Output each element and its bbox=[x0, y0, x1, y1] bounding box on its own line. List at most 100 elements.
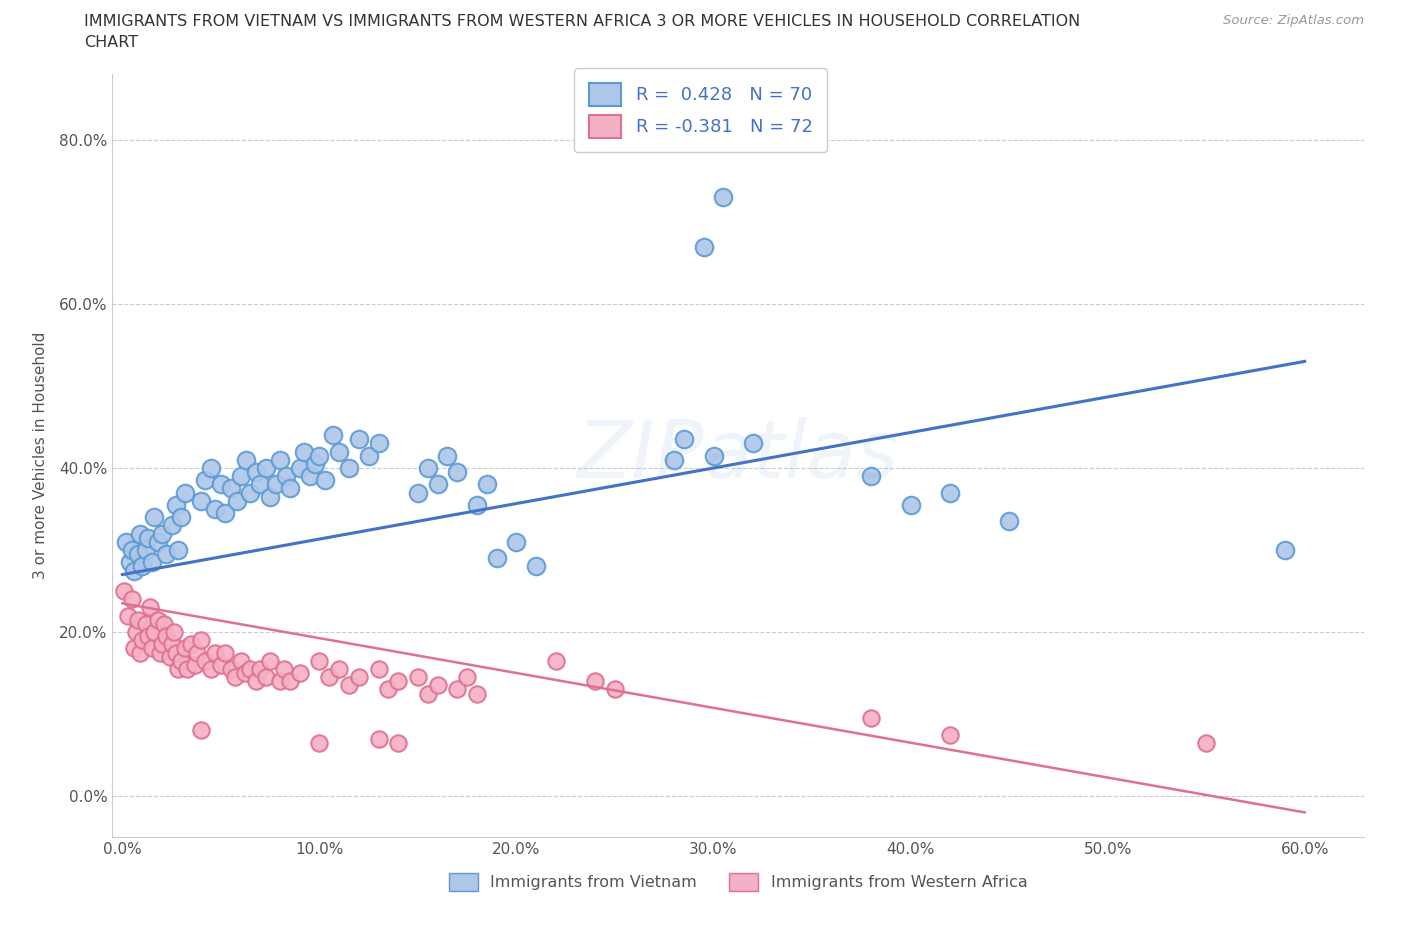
Point bbox=[292, 445, 315, 459]
Point bbox=[160, 518, 183, 533]
Point bbox=[186, 645, 208, 660]
Point bbox=[337, 678, 360, 693]
Point bbox=[219, 481, 242, 496]
Point bbox=[131, 559, 153, 574]
Point bbox=[465, 686, 488, 701]
Point bbox=[367, 436, 389, 451]
Point bbox=[416, 460, 439, 475]
Point bbox=[200, 661, 222, 676]
Point bbox=[155, 547, 177, 562]
Point bbox=[135, 542, 157, 557]
Point bbox=[328, 445, 350, 459]
Point bbox=[176, 661, 198, 676]
Point bbox=[544, 653, 567, 668]
Point bbox=[166, 542, 188, 557]
Point bbox=[165, 498, 187, 512]
Point bbox=[662, 452, 685, 467]
Point bbox=[322, 428, 344, 443]
Point bbox=[249, 661, 271, 676]
Text: ZIPatlas: ZIPatlas bbox=[576, 417, 900, 495]
Point bbox=[278, 481, 301, 496]
Text: Source: ZipAtlas.com: Source: ZipAtlas.com bbox=[1223, 14, 1364, 27]
Point bbox=[254, 670, 277, 684]
Point bbox=[190, 632, 212, 647]
Point bbox=[939, 485, 962, 500]
Point bbox=[860, 711, 883, 725]
Point bbox=[426, 477, 449, 492]
Point bbox=[406, 485, 429, 500]
Point bbox=[269, 452, 291, 467]
Point bbox=[249, 477, 271, 492]
Point bbox=[174, 641, 197, 656]
Point bbox=[229, 469, 252, 484]
Point bbox=[200, 460, 222, 475]
Point bbox=[125, 625, 148, 640]
Point bbox=[465, 498, 488, 512]
Point bbox=[278, 673, 301, 688]
Point bbox=[209, 658, 232, 672]
Point bbox=[406, 670, 429, 684]
Point bbox=[245, 673, 267, 688]
Legend: Immigrants from Vietnam, Immigrants from Western Africa: Immigrants from Vietnam, Immigrants from… bbox=[443, 867, 1033, 897]
Point bbox=[367, 731, 389, 746]
Point bbox=[288, 666, 311, 681]
Point bbox=[112, 583, 135, 598]
Point bbox=[225, 493, 247, 508]
Point bbox=[367, 661, 389, 676]
Point bbox=[142, 625, 165, 640]
Point bbox=[149, 645, 172, 660]
Point bbox=[269, 673, 291, 688]
Point bbox=[692, 239, 714, 254]
Point bbox=[347, 432, 370, 446]
Point bbox=[121, 542, 143, 557]
Point bbox=[475, 477, 498, 492]
Point bbox=[146, 535, 169, 550]
Point bbox=[129, 526, 152, 541]
Point bbox=[224, 670, 246, 684]
Point bbox=[127, 547, 149, 562]
Point bbox=[204, 645, 226, 660]
Point bbox=[456, 670, 478, 684]
Point bbox=[274, 469, 297, 484]
Point bbox=[939, 727, 962, 742]
Point bbox=[162, 625, 184, 640]
Point bbox=[672, 432, 695, 446]
Point bbox=[142, 510, 165, 525]
Point bbox=[860, 469, 883, 484]
Point bbox=[174, 485, 197, 500]
Point bbox=[318, 670, 340, 684]
Point bbox=[308, 653, 330, 668]
Point bbox=[446, 465, 468, 480]
Point bbox=[347, 670, 370, 684]
Point bbox=[121, 591, 143, 606]
Point bbox=[170, 653, 193, 668]
Point bbox=[1274, 542, 1296, 557]
Point bbox=[505, 535, 527, 550]
Point bbox=[129, 645, 152, 660]
Point bbox=[308, 736, 330, 751]
Point bbox=[136, 629, 159, 644]
Point bbox=[165, 645, 187, 660]
Point bbox=[166, 661, 188, 676]
Point bbox=[259, 489, 281, 504]
Point bbox=[702, 448, 724, 463]
Point bbox=[219, 661, 242, 676]
Point bbox=[139, 600, 162, 615]
Point bbox=[436, 448, 458, 463]
Point bbox=[150, 637, 173, 652]
Point bbox=[603, 682, 626, 697]
Point bbox=[288, 460, 311, 475]
Point bbox=[122, 641, 145, 656]
Point bbox=[141, 641, 163, 656]
Point bbox=[131, 632, 153, 647]
Point bbox=[170, 510, 193, 525]
Point bbox=[115, 535, 138, 550]
Point bbox=[416, 686, 439, 701]
Point bbox=[233, 666, 256, 681]
Point bbox=[190, 493, 212, 508]
Point bbox=[357, 448, 380, 463]
Point bbox=[998, 514, 1021, 529]
Point bbox=[204, 501, 226, 516]
Text: CHART: CHART bbox=[84, 35, 138, 50]
Point bbox=[214, 506, 236, 521]
